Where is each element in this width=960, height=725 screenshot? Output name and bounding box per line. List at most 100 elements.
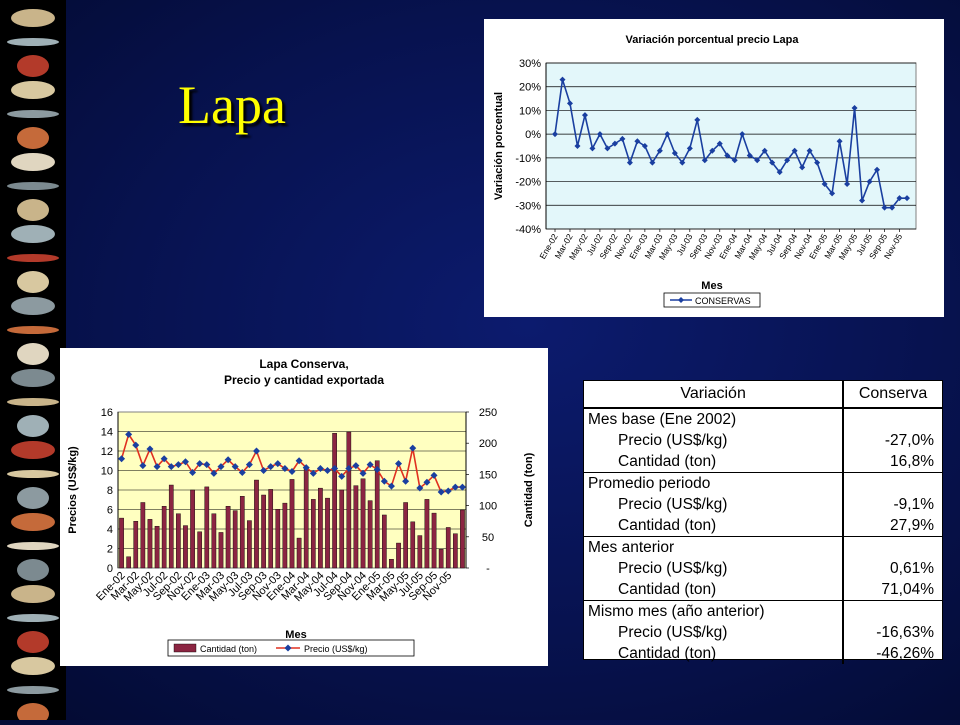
data-point [302, 464, 310, 472]
legend-label: Cantidad (ton) [200, 644, 257, 654]
table-group-row: Mes base (Ene 2002) [584, 408, 942, 430]
bar [140, 502, 146, 569]
crustacean-illustration [17, 559, 49, 581]
bar [460, 509, 465, 569]
data-point [641, 143, 648, 149]
data-point [604, 145, 611, 152]
fish-illustration [7, 38, 59, 46]
bar [247, 520, 252, 569]
data-point [596, 131, 603, 138]
row-label: Cantidad (ton) [584, 643, 845, 664]
data-point [626, 159, 633, 166]
bar [161, 506, 167, 569]
data-point [125, 430, 133, 438]
bar [360, 478, 366, 569]
chart-title: Variación porcentual precio Lapa [626, 34, 800, 46]
bar [403, 502, 408, 569]
data-point [851, 105, 858, 112]
bar [445, 527, 451, 569]
data-point [366, 461, 374, 469]
data-point [281, 465, 289, 473]
data-point [686, 145, 693, 152]
group-label: Mes base (Ene 2002) [584, 408, 845, 430]
table-row: Cantidad (ton) 71,04% [584, 579, 942, 601]
data-point [274, 460, 282, 468]
bar [211, 513, 217, 569]
y-tick-label: 14 [101, 427, 113, 439]
data-point [267, 463, 275, 471]
y-axis-label: Variación porcentual [493, 92, 505, 200]
data-point [784, 157, 791, 164]
row-label: Precio (US$/kg) [584, 622, 845, 643]
data-point [295, 457, 303, 465]
bar [417, 535, 423, 569]
shell-illustration [11, 513, 55, 531]
data-point [416, 484, 424, 492]
data-point [387, 482, 395, 490]
table-row: Cantidad (ton) -46,26% [584, 643, 942, 664]
bar [318, 487, 323, 569]
data-point [444, 487, 452, 495]
y-tick-label: 10% [519, 105, 541, 117]
data-point [231, 463, 239, 471]
data-point [761, 147, 768, 154]
shell-illustration [11, 297, 55, 315]
bar [410, 521, 416, 569]
slide-title: Lapa [178, 75, 286, 135]
data-point [716, 140, 723, 147]
data-point [746, 152, 753, 159]
crustacean-illustration [17, 703, 49, 725]
data-point [409, 444, 417, 452]
shell-illustration [11, 585, 55, 603]
bar [389, 559, 394, 569]
bar [396, 542, 401, 569]
data-point [217, 463, 225, 471]
data-point [451, 483, 459, 491]
data-point [791, 147, 798, 154]
data-point [619, 135, 626, 142]
crustacean-illustration [17, 127, 49, 149]
crustacean-illustration [17, 271, 49, 293]
row-label: Precio (US$/kg) [584, 430, 845, 451]
x-axis-label: Mes [701, 280, 722, 292]
bar [154, 525, 160, 569]
data-point [380, 477, 388, 485]
row-value: -9,1% [893, 495, 935, 513]
data-point [395, 460, 403, 468]
data-point [739, 131, 746, 138]
y-tick-label: 4 [107, 524, 113, 536]
legend-label: CONSERVAS [695, 296, 751, 306]
price-quantity-chart-svg: Lapa Conserva, Precio y cantidad exportad… [67, 357, 535, 657]
y-tick-label: -40% [515, 224, 541, 236]
data-point [589, 145, 596, 152]
chart-legend: CONSERVAS [663, 292, 761, 308]
bar [353, 485, 359, 569]
data-point [160, 455, 168, 463]
shell-illustration [11, 657, 55, 675]
x-axis-label: Mes [285, 629, 306, 641]
legend-swatch-bar [173, 643, 197, 653]
table-group-row: Mes anterior [584, 536, 942, 558]
data-point [814, 159, 821, 166]
bar [239, 496, 245, 569]
group-label: Mismo mes (año anterior) [584, 600, 845, 622]
y2-tick-label: 150 [479, 469, 497, 481]
data-point [345, 465, 353, 473]
data-point [611, 140, 618, 147]
data-point [316, 465, 324, 473]
row-value: 0,61% [890, 559, 934, 577]
y2-axis-label: Cantidad (ton) [523, 452, 535, 527]
data-point [167, 463, 175, 471]
crustacean-illustration [17, 343, 49, 365]
y-tick-label: 10 [101, 466, 113, 478]
data-point [889, 204, 896, 211]
price-quantity-chart: Lapa Conserva, Precio y cantidad exportad… [60, 348, 548, 666]
bar [438, 549, 444, 569]
bar [332, 433, 337, 569]
bar [453, 533, 458, 569]
data-point [552, 131, 558, 138]
y-tick-label: -30% [515, 200, 541, 212]
shell-illustration [11, 441, 55, 459]
fish-illustration [7, 398, 59, 406]
y-tick-label: -20% [515, 177, 541, 189]
